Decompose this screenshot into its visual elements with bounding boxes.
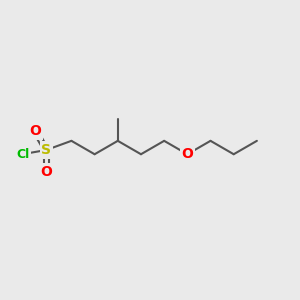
Text: Cl: Cl bbox=[16, 148, 29, 161]
Text: S: S bbox=[41, 143, 51, 157]
Text: O: O bbox=[182, 147, 193, 161]
Text: O: O bbox=[40, 165, 52, 179]
Text: O: O bbox=[29, 124, 41, 138]
